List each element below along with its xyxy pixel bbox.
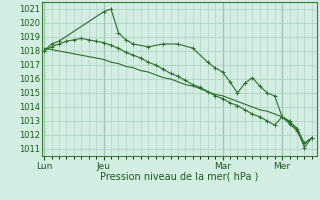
X-axis label: Pression niveau de la mer( hPa ): Pression niveau de la mer( hPa ) <box>100 172 258 182</box>
